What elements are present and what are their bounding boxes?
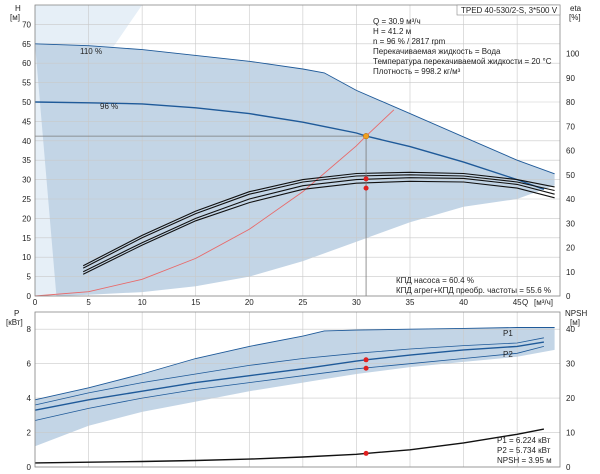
curve-eta-2 [82, 180, 555, 275]
h-tick-label: 30 [22, 176, 31, 185]
eta-tick-label: 30 [566, 219, 575, 228]
unit-efficiency: КПД агрег+КПД преобр. частоты = 55.6 % [396, 286, 551, 295]
curve-eta-3 [82, 174, 555, 269]
npsh-tick-label: 30 [566, 360, 575, 369]
x-tick-label: 40 [459, 298, 468, 307]
npsh-tick-label: 10 [566, 429, 575, 438]
operating-envelope [35, 43, 555, 296]
pump-efficiency: КПД насоса = 60.4 % [396, 276, 474, 285]
curve-p2-low [34, 346, 544, 421]
p-tick-label: 0 [27, 463, 32, 472]
power-point [363, 365, 369, 371]
info-p2: P2 = 5.734 кВт [497, 446, 551, 455]
h-tick-label: 0 [27, 292, 32, 301]
label-p2: P2 [503, 350, 513, 359]
curve-p1 [34, 327, 555, 401]
x-tick-label: 20 [245, 298, 254, 307]
npsh-axis-name: NPSH [565, 309, 587, 318]
eta-axis-unit: [%] [569, 13, 581, 22]
npsh-axis-unit: [м] [570, 318, 580, 327]
info-q: Q = 30.9 м³/ч [373, 17, 421, 26]
info-liquid: Перекачиваемая жидкость = Вода [373, 47, 501, 56]
x-tick-label: 45 [513, 298, 522, 307]
x-tick-label: 15 [191, 298, 200, 307]
eta-tick-label: 20 [566, 244, 575, 253]
info-h: H = 41.2 м [373, 27, 411, 36]
h-tick-label: 50 [22, 98, 31, 107]
duty-info: Q = 30.9 м³/ч H = 41.2 м n = 96 % / 2817… [373, 17, 552, 76]
curve-110 [34, 43, 555, 175]
curve-eta-1 [82, 177, 555, 273]
power-point [363, 450, 369, 456]
power-point [363, 357, 369, 363]
h-tick-label: 15 [22, 234, 31, 243]
info-n: n = 96 % / 2817 rpm [373, 37, 446, 46]
x-tick-label: 5 [86, 298, 91, 307]
power-panel-frame [34, 311, 561, 468]
h-tick-label: 70 [22, 20, 31, 29]
curve-system [34, 109, 395, 297]
eta-tick-label: 80 [566, 98, 575, 107]
h-tick-label: 40 [22, 137, 31, 146]
h-tick-label: 35 [22, 156, 31, 165]
x-tick-label: 25 [298, 298, 307, 307]
h-tick-label: 10 [22, 253, 31, 262]
curve-96 [34, 101, 545, 190]
curve-p2 [34, 341, 545, 411]
npsh-tick-label: 20 [566, 394, 575, 403]
p-tick-label: 2 [27, 429, 32, 438]
label-p1: P1 [503, 329, 513, 338]
curve-label-110: 110 % [80, 47, 102, 56]
h-tick-label: 60 [22, 59, 31, 68]
eta-tick-label: 0 [566, 292, 571, 301]
info-temperature: Температура перекачиваемой жидкости = 20… [373, 57, 552, 66]
q-axis-unit: [м³/ч] [534, 298, 553, 307]
x-tick-label: 10 [138, 298, 147, 307]
eta-tick-label: 100 [566, 50, 580, 59]
h-tick-label: 45 [22, 117, 31, 126]
power-envelope [35, 327, 555, 447]
power-npsh-panel: 0 2 4 6 8 0 10 20 30 40 P [кВт] NPSH [м] P1 P2 P1… [6, 309, 587, 472]
x-tick-label: 30 [352, 298, 361, 307]
eta-tick-label: 10 [566, 268, 575, 277]
eta-tick-label: 90 [566, 74, 575, 83]
npsh-tick-label: 40 [566, 325, 575, 334]
title-box: TPED 40-530/2-S, 3*500 V [456, 4, 561, 16]
h-tick-label: 5 [27, 273, 32, 282]
eta-tick-label: 50 [566, 171, 575, 180]
x-tick-label: 35 [406, 298, 415, 307]
info-p1: P1 = 6.224 кВт [497, 436, 551, 445]
efficiency-point [363, 176, 369, 182]
eta-tick-label: 60 [566, 147, 575, 156]
curve-label-96: 96 % [100, 102, 118, 111]
h-tick-label: 55 [22, 79, 31, 88]
h-axis-name: H [15, 4, 21, 13]
curve-npsh [34, 428, 545, 464]
npsh-tick-label: 0 [566, 463, 571, 472]
title-box-text: TPED 40-530/2-S, 3*500 V [461, 6, 558, 15]
duty-point [363, 133, 370, 140]
efficiency-point [363, 185, 369, 191]
eta-tick-label: 70 [566, 122, 575, 131]
p-tick-label: 4 [27, 394, 32, 403]
p-tick-label: 6 [27, 360, 32, 369]
p-tick-label: 8 [27, 325, 32, 334]
h-tick-label: 25 [22, 195, 31, 204]
curve-p2-high [34, 337, 544, 406]
h-tick-label: 65 [22, 40, 31, 49]
h-axis-unit: [м] [10, 13, 20, 22]
head-panel-frame [34, 4, 561, 297]
x-tick-label: 0 [33, 298, 38, 307]
h-tick-label: 20 [22, 214, 31, 223]
q-axis-name: Q [522, 298, 528, 307]
info-density: Плотность = 998.2 кг/м³ [373, 67, 461, 76]
eta-tick-label: 40 [566, 195, 575, 204]
eta-axis-name: eta [570, 4, 582, 13]
p-axis-name: P [14, 309, 19, 318]
info-npsh: NPSH = 3.95 м [497, 456, 552, 465]
p-axis-unit: [кВт] [6, 318, 23, 327]
head-efficiency-panel: 0 5 10 15 20 25 30 35 40 45 0 5 10 15 20 25 30 35 40 45 50 55… [10, 4, 582, 307]
curve-eta-4 [82, 171, 555, 267]
